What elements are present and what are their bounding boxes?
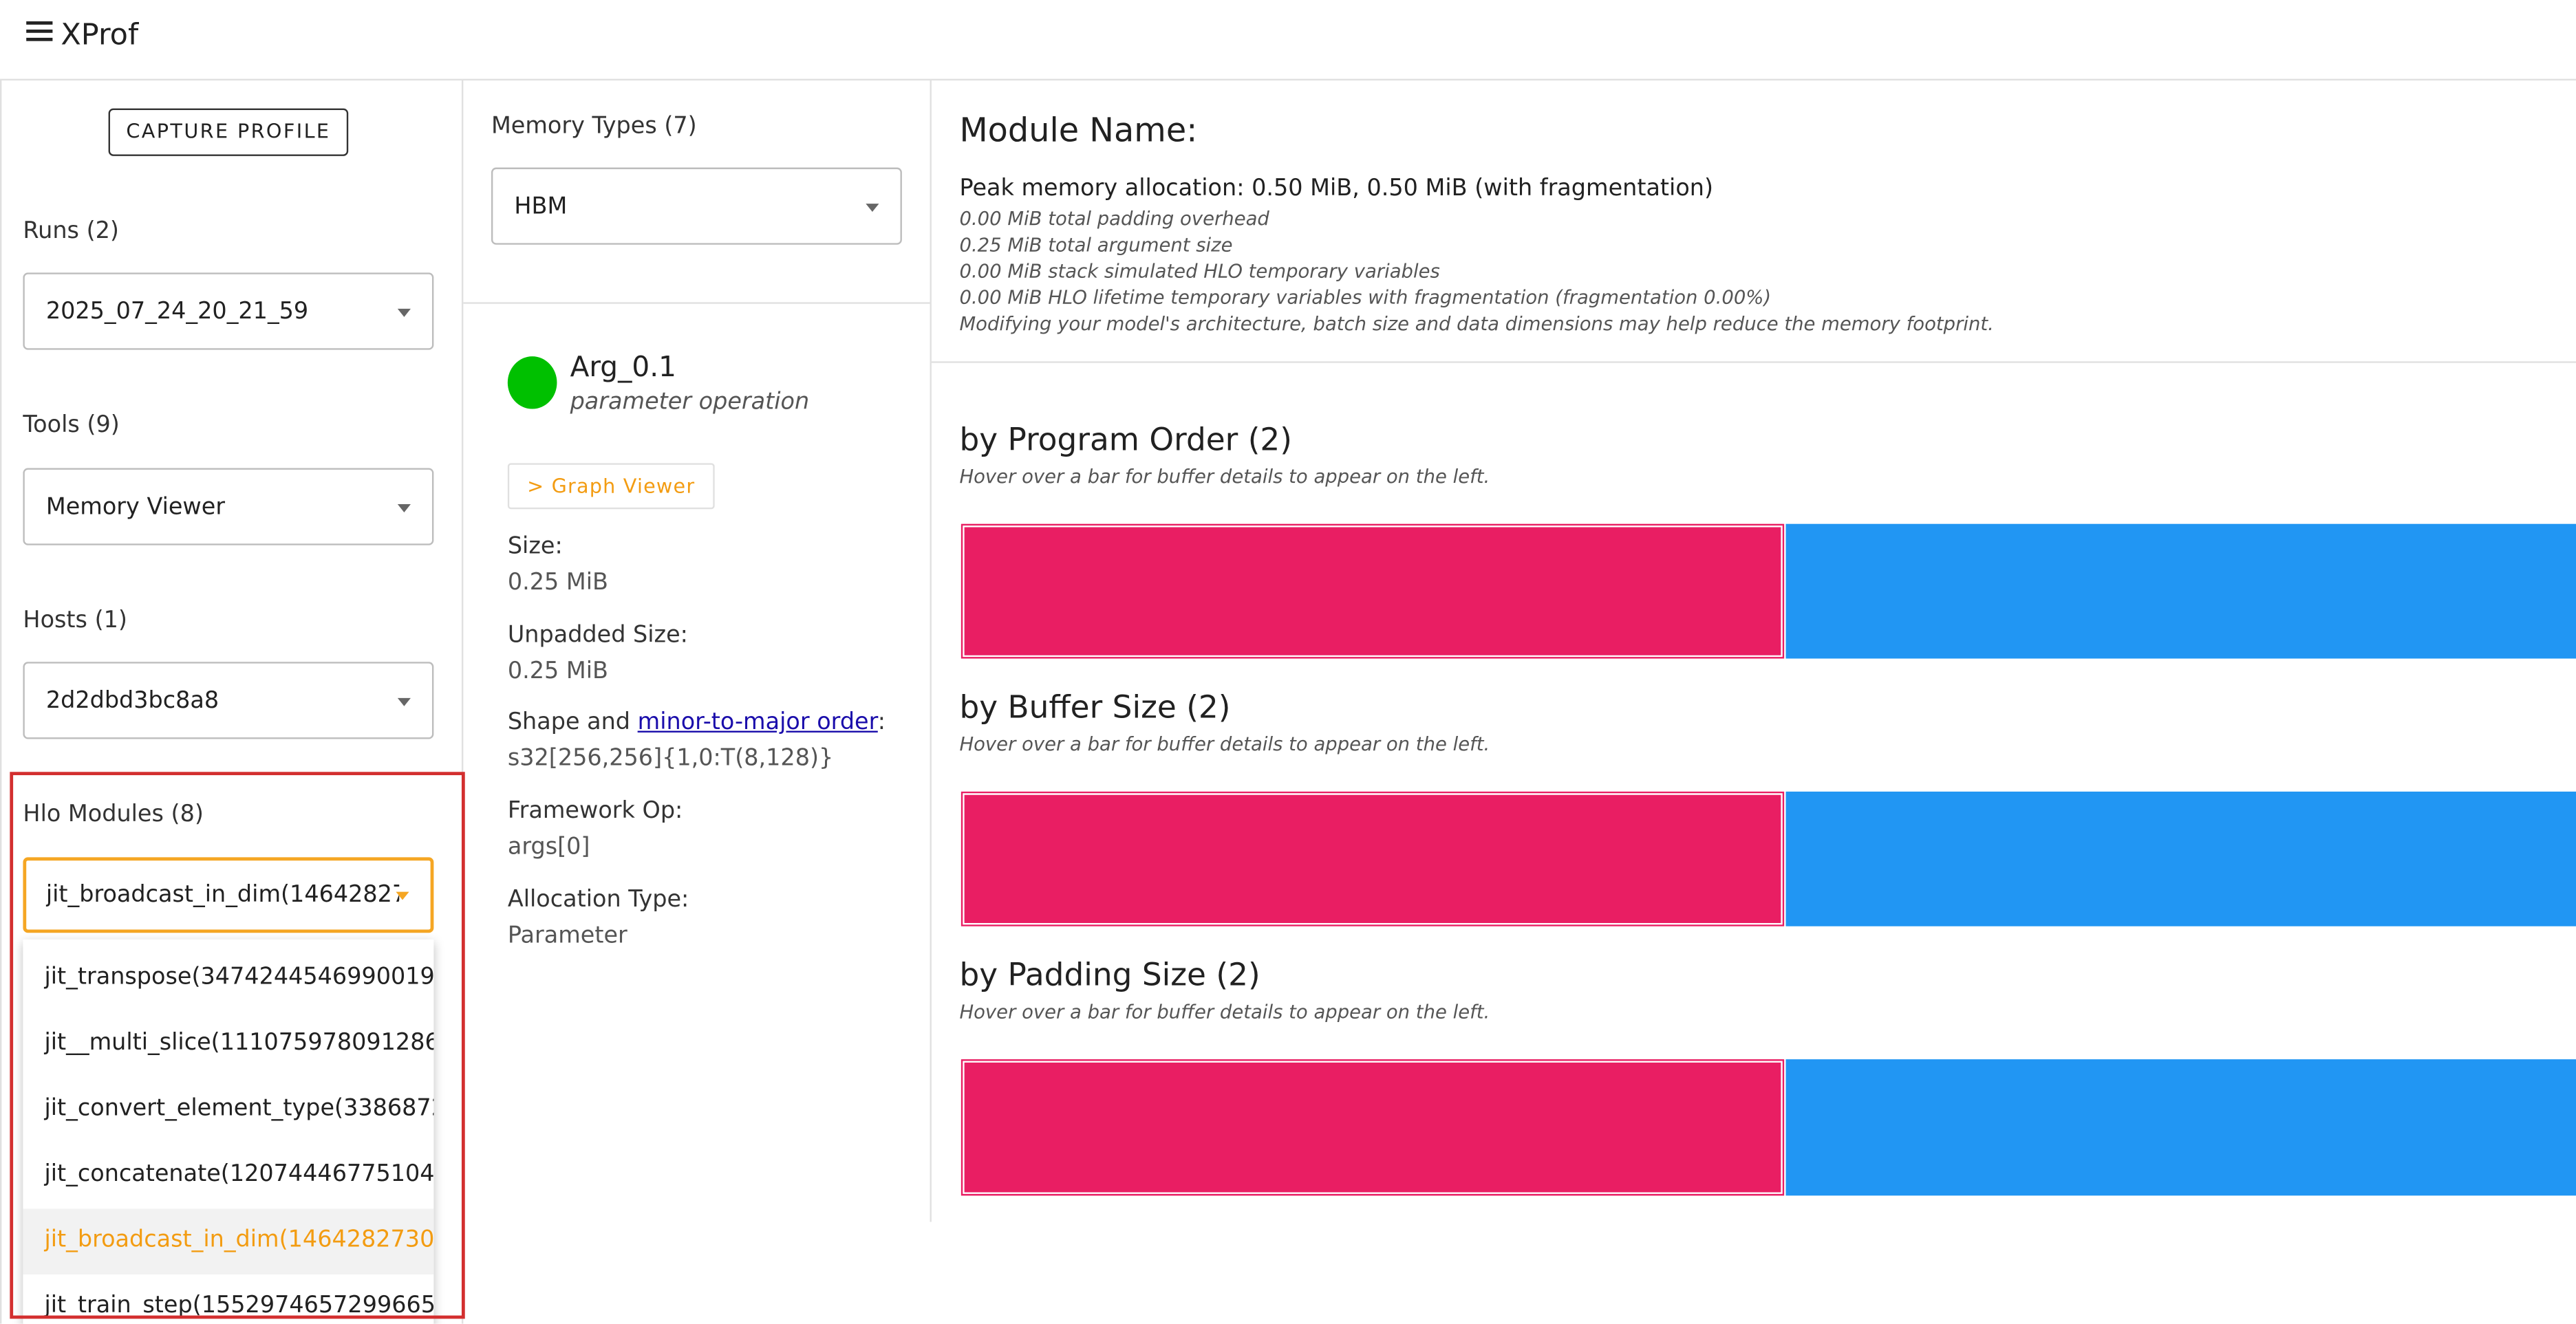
header-divider [0, 78, 2576, 81]
field-label: Shape and minor-to-major order: [508, 710, 886, 736]
dropdown-option[interactable]: jit_transpose(347424454699001956 [44, 964, 434, 990]
graph-viewer-button[interactable]: > Graph Viewer [507, 463, 715, 510]
field-value: s32[256,256]{1,0:T(8,128)} [507, 746, 834, 772]
runs-value: 2025_07_24_20_21_59 [45, 298, 309, 325]
module-name: Module Name: [959, 109, 1198, 150]
middle-separator [463, 302, 930, 304]
note: 0.00 MiB stack simulated HLO temporary v… [959, 259, 1440, 283]
section-title: by Buffer Size (2) [959, 689, 1231, 726]
buffer-bar[interactable] [1785, 1059, 2576, 1196]
hlo-modules-dropdown: jit_transpose(347424454699001956 jit__mu… [23, 939, 434, 1324]
section-hint: Hover over a bar for buffer details to a… [959, 732, 1490, 756]
shape-prefix: Shape and [507, 709, 638, 736]
app-title: XProf [61, 18, 139, 53]
tools-value: Memory Viewer [45, 493, 226, 520]
buffer-bar[interactable] [1785, 791, 2576, 926]
field-value: args[0] [507, 834, 590, 861]
hlo-modules-value: jit_broadcast_in_dim(14642827… [45, 882, 400, 909]
dropdown-option[interactable]: jit_concatenate(120744467751043306 [44, 1161, 434, 1188]
buffer-color-dot [507, 356, 557, 409]
memory-types-select[interactable]: HBM [491, 167, 902, 245]
field-label: Unpadded Size: [507, 622, 688, 649]
note: 0.00 MiB HLO lifetime temporary variable… [959, 285, 1772, 309]
buffer-bar[interactable] [960, 791, 1785, 926]
shape-suffix: : [877, 709, 886, 736]
dropdown-option[interactable]: jit__multi_slice(111075978091286992 [44, 1030, 433, 1056]
section-title: by Program Order (2) [959, 422, 1293, 459]
field-label: Framework Op: [507, 798, 683, 825]
dropdown-option[interactable]: jit_convert_element_type(33868727 [44, 1095, 434, 1122]
buffer-bar[interactable] [960, 1059, 1785, 1196]
buffer-name: Arg_0.1 [570, 351, 676, 384]
hosts-label: Hosts (1) [23, 607, 127, 634]
runs-select[interactable]: 2025_07_24_20_21_59 [23, 272, 434, 350]
hosts-value: 2d2dbd3bc8a8 [45, 687, 219, 714]
field-label: Size: [507, 534, 563, 561]
hlo-modules-label: Hlo Modules (8) [23, 801, 204, 828]
notes: 0.00 MiB total padding overhead 0.25 MiB… [959, 205, 1993, 336]
dropdown-option[interactable]: jit_train_step(15529746572996654 [44, 1292, 434, 1319]
buffer-op: parameter operation [570, 389, 810, 416]
highlight-box [10, 772, 465, 1319]
capture-profile-button[interactable]: CAPTURE PROFILE [108, 108, 349, 156]
peak-memory: Peak memory allocation: 0.50 MiB, 0.50 M… [959, 175, 1714, 202]
section-hint: Hover over a bar for buffer details to a… [959, 1000, 1490, 1023]
hosts-select[interactable]: 2d2dbd3bc8a8 [23, 662, 434, 739]
tools-label: Tools (9) [23, 412, 120, 439]
field-value: 0.25 MiB [507, 569, 608, 596]
sidebar-divider [461, 80, 464, 1324]
option-highlight [23, 1208, 434, 1274]
middle-divider [930, 80, 932, 1222]
note: Modifying your model's architecture, bat… [959, 312, 1994, 336]
dropdown-option-selected[interactable]: jit_broadcast_in_dim(146428273016 [44, 1226, 434, 1253]
section-title: by Padding Size (2) [959, 957, 1260, 994]
field-label: Allocation Type: [507, 887, 689, 913]
note: 0.00 MiB total padding overhead [959, 206, 1269, 230]
minor-to-major-link[interactable]: minor-to-major order [637, 709, 878, 736]
tools-select[interactable]: Memory Viewer [23, 468, 434, 545]
field-value: Parameter [507, 922, 627, 950]
note: 0.25 MiB total argument size [959, 233, 1233, 257]
memory-types-value: HBM [514, 193, 568, 219]
left-edge [0, 80, 2, 1324]
buffer-bar[interactable] [1785, 523, 2576, 659]
hlo-modules-select[interactable]: jit_broadcast_in_dim(14642827… [23, 857, 434, 933]
menu-icon[interactable] [26, 21, 53, 41]
runs-label: Runs (2) [23, 218, 119, 245]
field-value: 0.25 MiB [507, 658, 608, 685]
section-hint: Hover over a bar for buffer details to a… [959, 464, 1490, 488]
buffer-bar[interactable] [960, 523, 1785, 659]
memory-types-label: Memory Types (7) [491, 113, 697, 140]
main-separator [931, 361, 2576, 363]
